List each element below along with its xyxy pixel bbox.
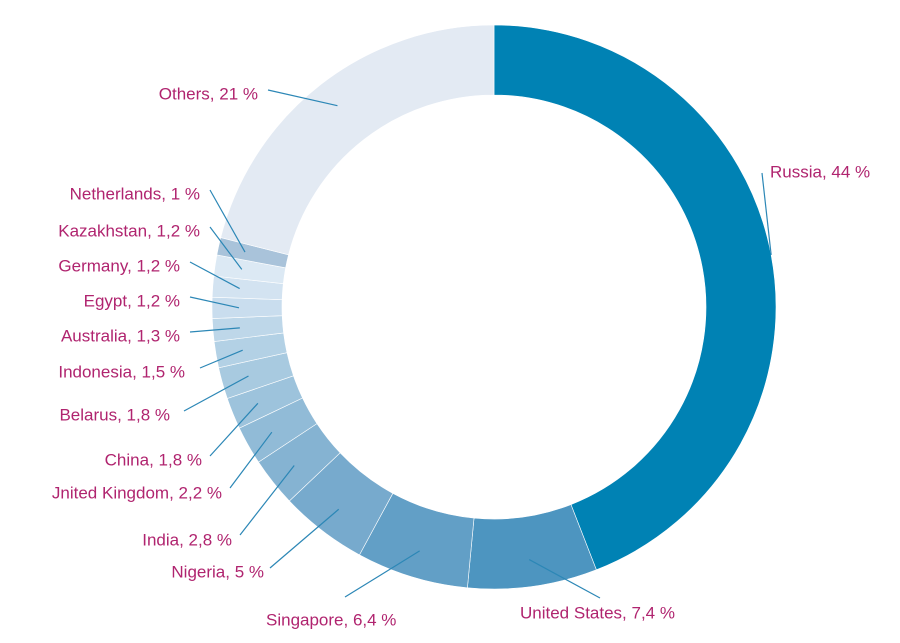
leader-line bbox=[209, 226, 243, 270]
slice-label: Jnited Kingdom, 2,2 % bbox=[52, 483, 222, 502]
leader-line bbox=[183, 375, 249, 412]
leader-line bbox=[189, 296, 240, 309]
donut-slices bbox=[211, 24, 777, 590]
slice-label: Netherlands, 1 % bbox=[70, 184, 200, 203]
slice-label: Egypt, 1,2 % bbox=[84, 291, 180, 310]
leader-line bbox=[267, 89, 338, 107]
slice-label: Kazakhstan, 1,2 % bbox=[58, 221, 200, 240]
slice bbox=[493, 24, 777, 571]
slice-label: Indonesia, 1,5 % bbox=[58, 362, 185, 381]
slice-labels: Russia, 44 % United States, 7,4 % Singapor… bbox=[52, 84, 870, 629]
leader-line bbox=[239, 465, 295, 536]
slice bbox=[211, 296, 283, 319]
leader-line bbox=[189, 327, 240, 333]
leader-line bbox=[528, 559, 601, 599]
leader-line bbox=[269, 508, 340, 569]
slice-label: Singapore, 6,4 % bbox=[266, 610, 396, 629]
slice-label: Nigeria, 5 % bbox=[171, 562, 264, 581]
slice-label: Germany, 1,2 % bbox=[58, 256, 180, 275]
leader-line bbox=[209, 402, 259, 457]
slice-label: Others, 21 % bbox=[159, 84, 258, 103]
leader-line bbox=[344, 550, 420, 598]
leader-line bbox=[229, 431, 273, 489]
leader-line bbox=[761, 172, 772, 255]
leader-line bbox=[209, 189, 246, 253]
slice-label: United States, 7,4 % bbox=[520, 603, 675, 622]
leader-line bbox=[189, 261, 240, 290]
slice-label: India, 2,8 % bbox=[142, 530, 232, 549]
leader-line bbox=[199, 349, 243, 369]
slice-label: Belarus, 1,8 % bbox=[59, 405, 170, 424]
slice-label: Russia, 44 % bbox=[770, 162, 870, 181]
slice bbox=[220, 24, 495, 256]
slice-label: Australia, 1,3 % bbox=[61, 326, 180, 345]
slice-label: China, 1,8 % bbox=[105, 450, 202, 469]
